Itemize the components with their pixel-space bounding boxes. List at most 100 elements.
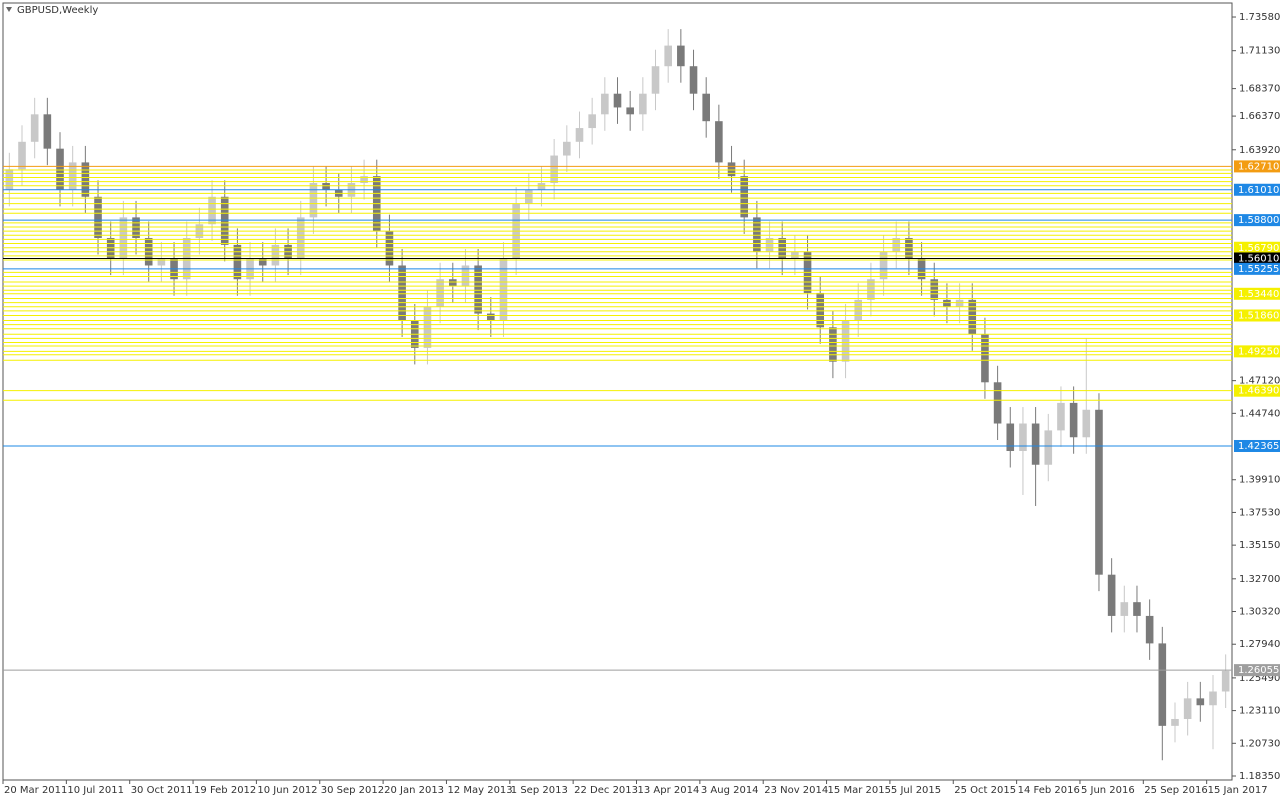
price-label-box [1234, 345, 1280, 358]
x-tick-label: 15 Jan 2017 [1208, 785, 1268, 796]
candle-body [56, 148, 64, 190]
candle-body [727, 162, 736, 177]
price-label-box [1234, 309, 1280, 322]
price-label-box [1234, 287, 1280, 300]
candle-body [448, 279, 457, 287]
price-label: 1.51860 [1238, 311, 1279, 322]
candle-body [94, 196, 102, 238]
candle-body [398, 265, 406, 321]
candle-body [1183, 698, 1192, 719]
candle-body [867, 279, 875, 300]
candle-body [258, 258, 267, 266]
y-tick-label: 1.35150 [1239, 540, 1280, 551]
y-tick-label: 1.18350 [1239, 771, 1280, 782]
price-label-box [1234, 262, 1280, 275]
candle-body [930, 279, 939, 300]
y-tick-label: 1.30320 [1239, 607, 1280, 618]
candle-body [829, 327, 837, 362]
price-label: 1.53440 [1238, 289, 1279, 300]
candle-body [81, 162, 90, 197]
candle-body [322, 183, 330, 190]
candle-body [474, 265, 482, 314]
x-tick-label: 3 Aug 2014 [701, 785, 759, 796]
candle-body [271, 244, 280, 266]
price-label: 1.56010 [1238, 253, 1279, 264]
candle-body [955, 299, 964, 307]
candle-body [1069, 402, 1078, 438]
x-tick-label: 13 Apr 2014 [638, 785, 700, 796]
candle-body [651, 66, 660, 94]
candle-body [1095, 409, 1103, 575]
candle-body [309, 183, 318, 218]
candle-body [30, 114, 39, 142]
price-label-box [1234, 241, 1280, 254]
candle-body [715, 121, 723, 163]
y-tick-label: 1.27940 [1239, 639, 1280, 650]
candle-body [550, 155, 558, 184]
price-label: 1.58800 [1238, 215, 1279, 226]
price-label-box [1234, 664, 1280, 677]
price-label-box [1234, 439, 1280, 452]
x-tick-label: 1 Sep 2013 [511, 785, 568, 796]
y-tick-label: 1.63920 [1239, 145, 1280, 156]
y-tick-label: 1.73580 [1239, 12, 1280, 23]
candle-body [385, 231, 394, 266]
x-tick-label: 25 Sep 2016 [1144, 785, 1207, 796]
candle-body [816, 292, 825, 328]
x-tick-label: 23 Nov 2014 [764, 785, 828, 796]
candle-body [905, 237, 913, 259]
candle-body [626, 107, 634, 115]
candle-body [664, 45, 672, 67]
candle-body [1107, 574, 1116, 616]
candle-body [943, 299, 951, 307]
collapse-icon[interactable] [6, 7, 12, 12]
candle-body [791, 251, 799, 259]
candle-body [740, 176, 749, 218]
price-label-box [1234, 183, 1280, 196]
candle-body [854, 299, 863, 321]
candle-body [1006, 423, 1015, 452]
x-tick-label: 30 Sep 2012 [321, 785, 384, 796]
candle-body [525, 189, 533, 204]
y-tick-label: 1.71130 [1239, 46, 1280, 57]
candle-body [778, 237, 787, 259]
candle-body [1031, 423, 1040, 465]
y-tick-label: 1.44740 [1239, 408, 1280, 419]
candle-body [220, 196, 229, 245]
y-tick-label: 1.37530 [1239, 507, 1280, 518]
x-tick-label: 10 Jul 2011 [67, 785, 124, 796]
price-label: 1.62710 [1238, 161, 1279, 172]
candle-body [1158, 643, 1167, 726]
x-tick-label: 19 Feb 2012 [194, 785, 256, 796]
x-tick-label: 10 Jun 2012 [257, 785, 317, 796]
candle-body [537, 183, 546, 190]
candle-body [43, 114, 52, 149]
candle-body [702, 93, 710, 122]
candle-body [360, 176, 368, 184]
x-tick-label: 20 Mar 2011 [4, 785, 67, 796]
candle-body [1209, 691, 1217, 706]
price-label: 1.42365 [1238, 441, 1279, 452]
candle-body [157, 258, 166, 266]
candle-body [981, 334, 989, 383]
chart-title: GBPUSD,Weekly [17, 5, 98, 16]
x-tick-label: 5 Jul 2015 [891, 785, 941, 796]
candle-body [753, 217, 761, 252]
candle-body [18, 141, 26, 170]
price-label: 1.49250 [1238, 346, 1279, 357]
x-tick-label: 20 Jan 2013 [384, 785, 444, 796]
candle-body [68, 162, 77, 190]
candle-body [1057, 402, 1065, 431]
candle-body [588, 114, 596, 129]
x-tick-label: 5 Jun 2016 [1081, 785, 1135, 796]
candle-body [1145, 615, 1154, 644]
candle-body [639, 93, 647, 115]
price-label-box [1234, 252, 1280, 265]
y-tick-label: 1.39910 [1239, 475, 1280, 486]
candle-body [5, 169, 14, 190]
candle-body [233, 244, 242, 280]
y-tick-label: 1.47120 [1239, 376, 1280, 387]
x-tick-label: 14 Feb 2016 [1018, 785, 1080, 796]
y-tick-label: 1.68370 [1239, 84, 1280, 95]
candle-body [1044, 430, 1053, 465]
